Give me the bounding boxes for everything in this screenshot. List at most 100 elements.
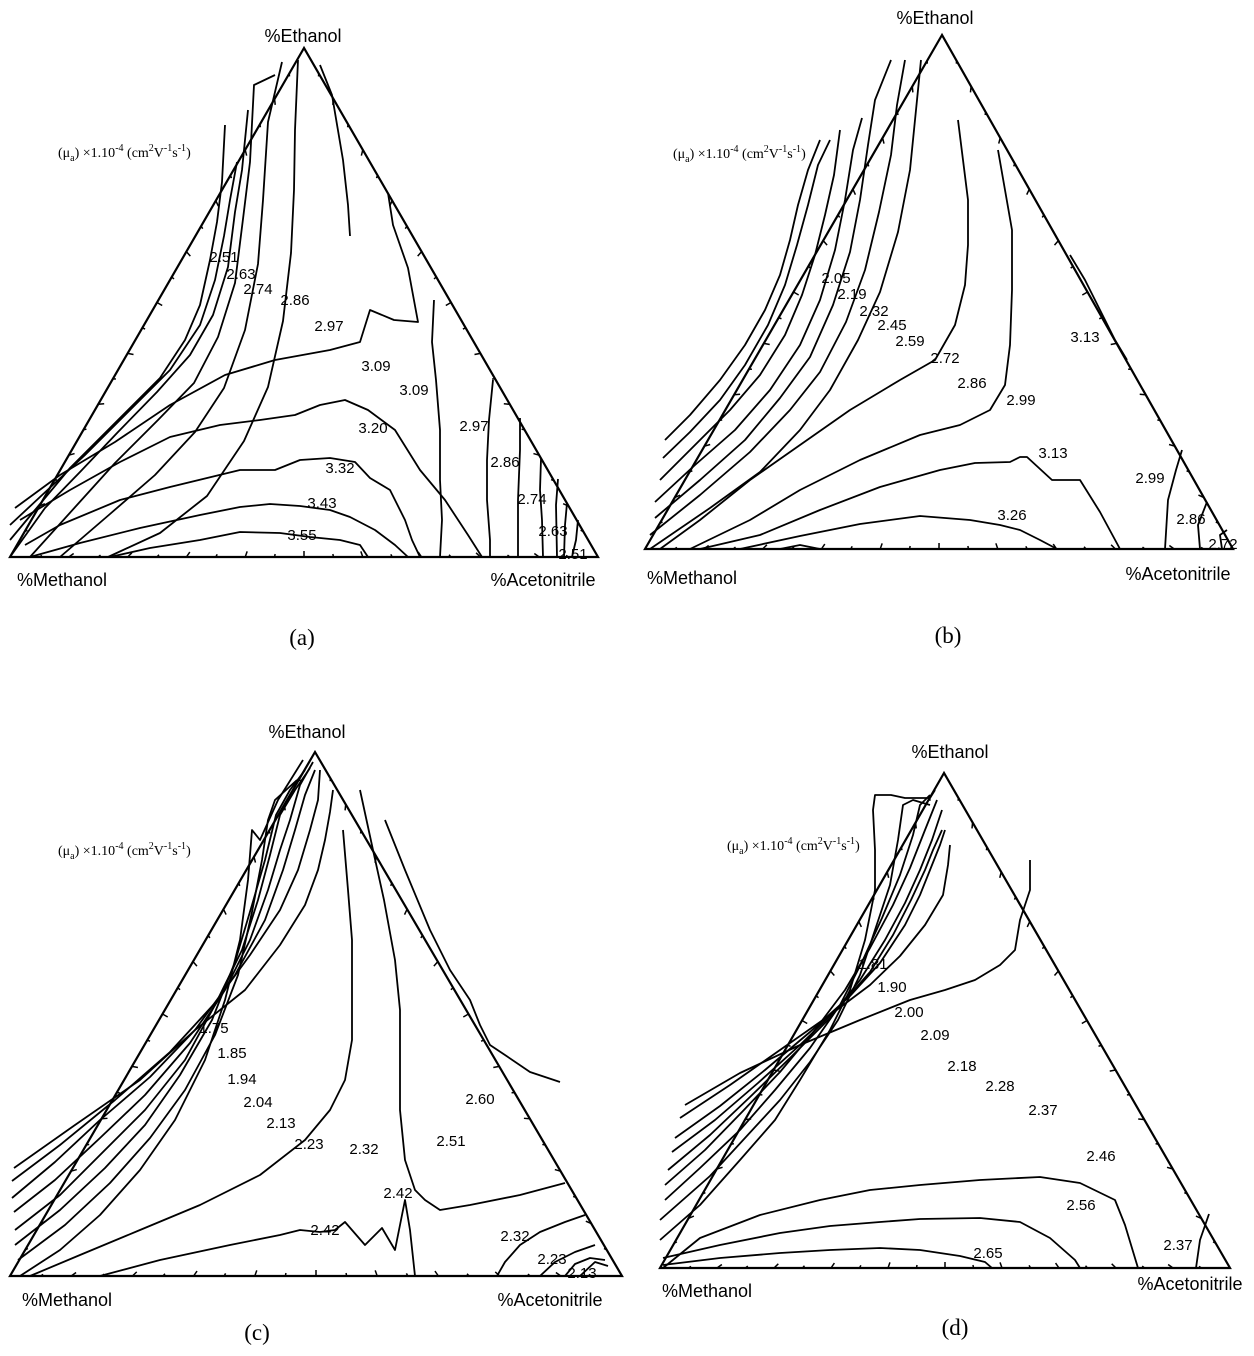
contour-label: 2.37 [1163,1237,1192,1254]
contour-line [662,1217,1081,1269]
unit-part-unit-exp3: -1 [793,144,801,155]
axis-tick [131,1271,138,1277]
contour-label: 2.51 [558,546,587,563]
axis-tick [273,553,276,558]
axis-tick [830,1262,836,1269]
contour-line [29,503,409,558]
contour-line [684,860,1031,1106]
axis-tick [507,554,511,558]
axis-tick [462,1013,469,1018]
contour-line [563,502,568,558]
contour-label: 2.04 [243,1094,272,1111]
contour-label: 2.37 [1028,1102,1057,1119]
axis-tick [1198,1265,1202,1269]
axis-tick [70,1168,77,1172]
axis-tick [268,830,271,834]
axis-tick [223,1272,227,1277]
contour-line [679,844,951,1119]
unit-part-quantity-subscript: a [70,153,75,164]
axis-tick [192,1270,198,1277]
contour-label: 2.05 [821,270,850,287]
contour-label: 2.28 [985,1078,1014,1095]
axis-tick [745,1265,749,1269]
axis-tick [801,1265,806,1269]
contour-line [659,799,931,1221]
contour-line [579,1261,609,1277]
axis-tick [142,327,146,330]
axis-tick [185,551,191,558]
axis-tick [843,945,847,950]
contour-label: 2.65 [973,1245,1002,1262]
contour-line [431,299,443,558]
axis-tick [284,1272,287,1277]
axis-tick [156,554,160,558]
contour-line [109,531,369,558]
axis-tick [1157,419,1161,422]
axis-tick [24,1247,29,1251]
contour-label: 3.55 [287,527,316,544]
axis-tick [1200,546,1205,550]
panel-label: (b) [935,623,962,648]
contour-label: 2.42 [310,1222,339,1239]
axis-tick [360,149,364,156]
axis-tick [244,149,248,156]
axis-tick [1109,1069,1116,1072]
unit-part-unit-close: ) [186,146,191,161]
axis-tick [403,908,408,915]
contour-label: 2.97 [314,318,343,335]
contour-line [29,829,353,1277]
contour-label: 2.45 [877,317,906,334]
vertex-label-right: %Acetonitrile [1125,564,1230,584]
axis-tick [659,521,663,524]
axis-tick [674,494,681,499]
axis-tick [1098,1044,1102,1047]
contour-line [539,458,544,558]
axis-tick [995,543,999,550]
unit-part-quantity-middle: ) ×1.10 [744,839,785,854]
axis-tick [1110,342,1117,346]
axis-tick [1098,316,1103,320]
axis-tick [70,1271,77,1277]
contour-line [664,799,938,1186]
contour-label: 2.51 [209,249,238,266]
axis-tick [332,553,335,558]
unit-part-quantity-prefix: (μ [727,839,739,854]
unit-part-unit-v: V [154,146,164,161]
axis-tick [39,502,46,507]
axis-tick [580,529,584,533]
contour-line [9,109,249,558]
unit-part-unit-s: s [172,844,177,859]
axis-tick [521,428,525,431]
unit-part-quantity-middle: ) ×1.10 [75,146,116,161]
contour-line [659,789,936,1241]
axis-tick [1026,188,1030,195]
unit-part-unit-exp3: -1 [178,841,186,852]
contour-line [739,515,1058,550]
axis-tick [793,291,800,296]
unit-part-unit-exp1: 2 [149,143,154,154]
axis-tick [673,546,678,550]
axis-tick [867,163,870,167]
contour-line [9,124,226,541]
unit-part-unit-s: s [172,146,177,161]
axis-tick [1041,214,1045,218]
contour-line [59,61,283,558]
axis-tick [998,137,1001,144]
axis-tick [215,553,218,558]
contour-line [19,759,304,1277]
contour-line [14,192,419,509]
axis-tick [702,1191,706,1195]
vertex-label-left: %Methanol [22,1290,112,1310]
axis-tick [1195,1215,1202,1220]
axis-tick [999,1262,1003,1269]
contour-line [1069,254,1128,361]
axis-tick [474,352,481,356]
axis-tick [588,1273,592,1277]
quantity-unit-label: (μa) ×1.10-4 (cm2V-1s-1) [58,841,191,862]
axis-tick [162,1013,169,1018]
axis-tick [732,546,736,550]
axis-tick [858,1264,862,1269]
axis-tick [253,856,257,863]
axis-tick [448,554,452,558]
axis-tick [555,1271,562,1277]
